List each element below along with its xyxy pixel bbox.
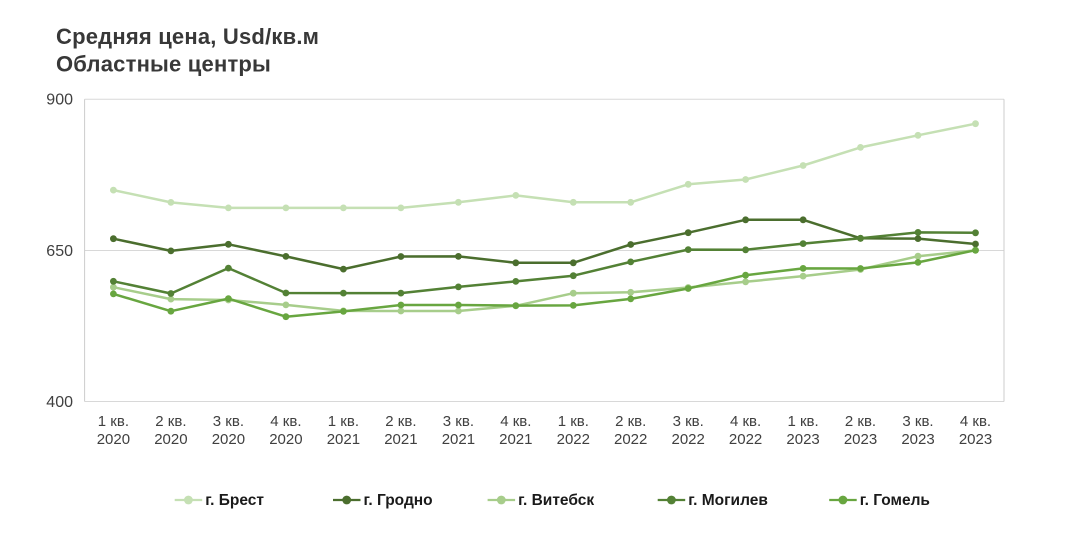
svg-text:г. Брест: г. Брест [205, 492, 264, 509]
svg-text:2 кв.: 2 кв. [615, 413, 646, 430]
svg-text:4 кв.: 4 кв. [270, 413, 301, 430]
svg-text:2 кв.: 2 кв. [385, 413, 416, 430]
svg-text:2020: 2020 [212, 431, 245, 448]
svg-text:2021: 2021 [327, 431, 360, 448]
svg-text:Областные центры: Областные центры [56, 52, 271, 77]
svg-text:2023: 2023 [844, 431, 877, 448]
svg-text:2023: 2023 [959, 431, 992, 448]
svg-text:1 кв.: 1 кв. [558, 413, 589, 430]
svg-text:2023: 2023 [786, 431, 819, 448]
svg-text:Средняя цена, Usd/кв.м: Средняя цена, Usd/кв.м [56, 24, 319, 49]
svg-text:3 кв.: 3 кв. [673, 413, 704, 430]
svg-text:2021: 2021 [499, 431, 532, 448]
svg-text:2022: 2022 [557, 431, 590, 448]
svg-text:г. Могилев: г. Могилев [688, 492, 768, 509]
svg-text:4 кв.: 4 кв. [730, 413, 761, 430]
svg-text:400: 400 [46, 394, 73, 411]
svg-text:1 кв.: 1 кв. [98, 413, 129, 430]
svg-text:г. Гомель: г. Гомель [860, 492, 930, 509]
svg-text:4 кв.: 4 кв. [960, 413, 991, 430]
svg-text:2021: 2021 [384, 431, 417, 448]
svg-text:2022: 2022 [729, 431, 762, 448]
svg-text:1 кв.: 1 кв. [787, 413, 818, 430]
svg-text:650: 650 [46, 243, 73, 260]
svg-text:1 кв.: 1 кв. [328, 413, 359, 430]
svg-text:2020: 2020 [154, 431, 187, 448]
svg-text:3 кв.: 3 кв. [902, 413, 933, 430]
svg-text:4 кв.: 4 кв. [500, 413, 531, 430]
svg-text:г. Витебск: г. Витебск [518, 492, 594, 509]
svg-text:3 кв.: 3 кв. [443, 413, 474, 430]
svg-text:2023: 2023 [901, 431, 934, 448]
svg-text:2 кв.: 2 кв. [845, 413, 876, 430]
svg-text:г. Гродно: г. Гродно [364, 492, 433, 509]
svg-text:2021: 2021 [442, 431, 475, 448]
svg-text:2022: 2022 [672, 431, 705, 448]
svg-text:2 кв.: 2 кв. [155, 413, 186, 430]
svg-text:2020: 2020 [97, 431, 130, 448]
svg-text:900: 900 [46, 92, 73, 109]
svg-text:2020: 2020 [269, 431, 302, 448]
svg-text:2022: 2022 [614, 431, 647, 448]
svg-text:3 кв.: 3 кв. [213, 413, 244, 430]
